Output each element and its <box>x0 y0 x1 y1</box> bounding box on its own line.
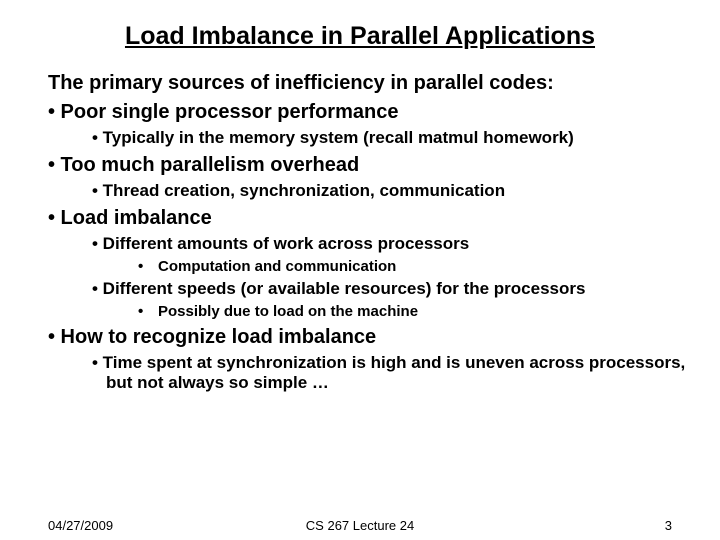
bullet-text: Possibly due to load on the machine <box>158 303 418 320</box>
slide-title: Load Imbalance in Parallel Applications <box>54 22 666 51</box>
intro-text: The primary sources of inefficiency in p… <box>48 72 690 95</box>
bullet-different-work: • Different amounts of work across proce… <box>92 234 690 254</box>
slide: Load Imbalance in Parallel Applications … <box>0 0 720 540</box>
footer-page-number: 3 <box>665 518 672 533</box>
bullet-different-speeds: • Different speeds (or available resourc… <box>92 279 690 299</box>
slide-body: The primary sources of inefficiency in p… <box>48 72 690 397</box>
bullet-parallelism-overhead: • Too much parallelism overhead <box>48 154 690 177</box>
bullet-thread-creation: • Thread creation, synchronization, comm… <box>92 181 690 201</box>
bullet-load-imbalance: • Load imbalance <box>48 207 690 230</box>
footer-lecture: CS 267 Lecture 24 <box>48 518 672 533</box>
bullet-poor-single-processor: • Poor single processor performance <box>48 101 690 124</box>
bullet-dot-icon: • <box>138 258 158 275</box>
bullet-load-on-machine: •Possibly due to load on the machine <box>138 303 690 320</box>
bullet-recognize-imbalance: • How to recognize load imbalance <box>48 326 690 349</box>
bullet-text: Computation and communication <box>158 258 396 275</box>
bullet-time-at-sync: • Time spent at synchronization is high … <box>92 353 690 393</box>
bullet-computation-communication: •Computation and communication <box>138 258 690 275</box>
bullet-memory-system: • Typically in the memory system (recall… <box>92 128 690 148</box>
bullet-dot-icon: • <box>138 303 158 320</box>
